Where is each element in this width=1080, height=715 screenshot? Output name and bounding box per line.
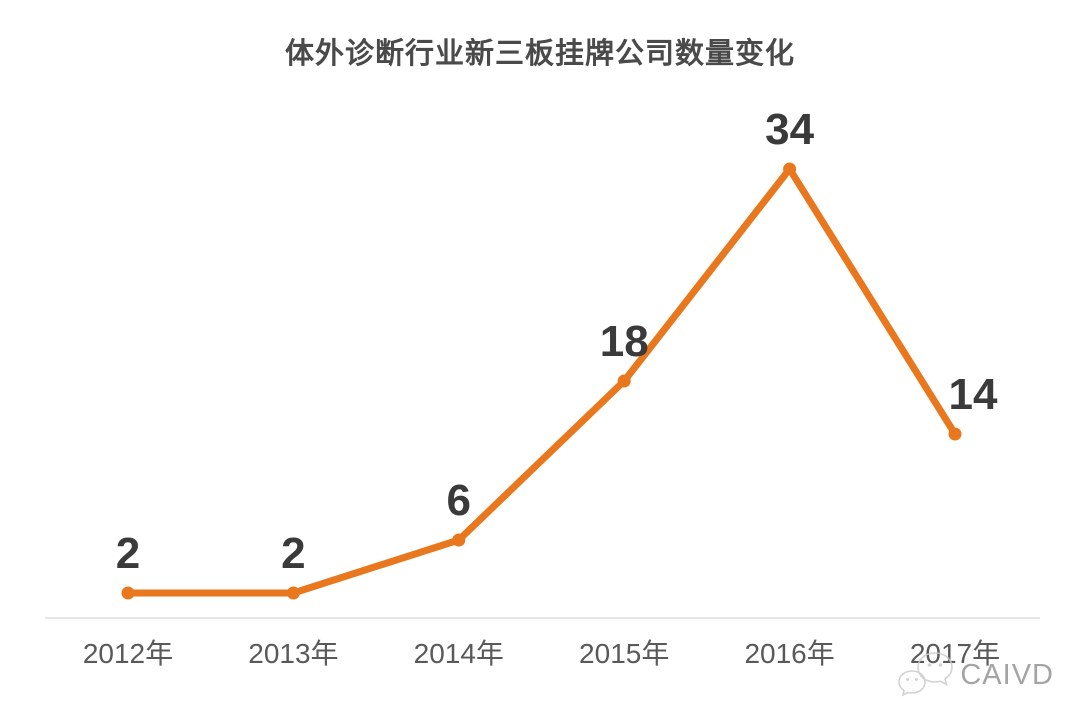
x-tick-label: 2014年 bbox=[414, 638, 504, 669]
x-tick-label: 2012年 bbox=[83, 638, 173, 669]
data-point bbox=[948, 427, 962, 441]
data-label: 2 bbox=[281, 529, 305, 578]
series-line bbox=[124, 165, 959, 597]
data-label: 6 bbox=[447, 476, 471, 525]
data-point bbox=[121, 586, 135, 600]
data-point bbox=[783, 162, 797, 176]
data-point bbox=[617, 374, 631, 388]
data-label: 18 bbox=[600, 317, 649, 366]
data-label: 14 bbox=[949, 370, 998, 419]
data-label: 34 bbox=[765, 105, 814, 154]
wechat-icon bbox=[898, 652, 954, 697]
watermark: CAIVD bbox=[898, 649, 1054, 701]
watermark-text: CAIVD bbox=[960, 658, 1054, 691]
x-tick-label: 2013年 bbox=[248, 638, 338, 669]
x-tick-label: 2017年 bbox=[910, 638, 1000, 669]
x-tick-label: 2015年 bbox=[579, 638, 669, 669]
data-label: 2 bbox=[116, 529, 140, 578]
chart-title: 体外诊断行业新三板挂牌公司数量变化 bbox=[284, 38, 795, 70]
data-point bbox=[286, 586, 300, 600]
x-tick-label: 2016年 bbox=[744, 638, 834, 669]
data-point bbox=[452, 533, 466, 547]
